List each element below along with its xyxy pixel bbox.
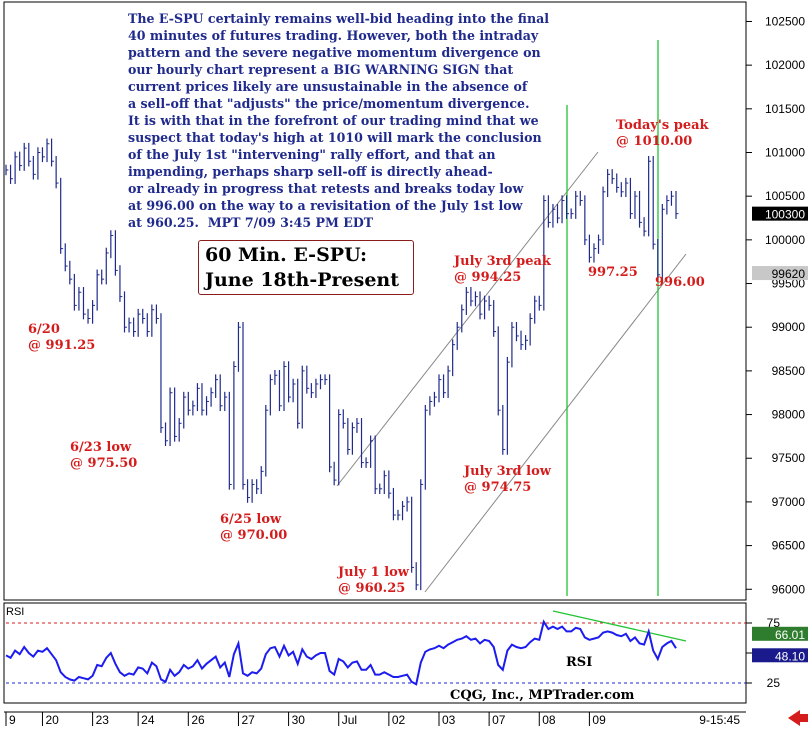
rsi-value-box [752, 626, 808, 641]
price-tick-label: 102000 [765, 58, 805, 72]
commentary-text: The E-SPU certainly remains well-bid hea… [128, 11, 550, 230]
chart-title-line1: 60 Min. E-SPU: [205, 244, 367, 266]
trend-channel-line [424, 253, 687, 593]
annotation-6-20: 6/20 @ 991.25 [28, 322, 96, 353]
annotation-996-00: 996.00 [655, 275, 705, 290]
annotation-6-25-low: 6/25 low @ 970.00 [220, 512, 288, 543]
rsi-panel-title: RSI [6, 606, 24, 618]
rsi-divergence-line [552, 610, 687, 642]
price-panel-frame [3, 1, 747, 601]
annotation-6-23-low: 6/23 low @ 975.50 [70, 440, 138, 471]
x-tick-label: 27 [241, 713, 255, 727]
rsi-inline-label: RSI [566, 655, 592, 670]
annotation-todays-peak: Today's peak @ 1010.00 [616, 118, 709, 149]
x-tick-label: Jul [342, 713, 357, 727]
credit-text: CQG, Inc., MPTrader.com [450, 688, 635, 703]
chart-title-line2: June 18th-Present [205, 269, 399, 291]
price-tick-label: 98500 [772, 364, 806, 378]
price-tick-label: 97000 [772, 495, 806, 509]
price-tick-label: 100000 [765, 233, 805, 247]
price-tick-label: 100500 [765, 189, 805, 203]
rsi-value-label: 66.01 [775, 628, 805, 642]
x-tick-label: 03 [442, 713, 456, 727]
x-tick-label: 26 [191, 713, 205, 727]
current-price-label: 100300 [765, 208, 805, 222]
current-price-box [752, 206, 808, 221]
annotation-997-25: 997.25 [588, 265, 638, 280]
x-tick-label: 07 [492, 713, 506, 727]
trend-channel-line [336, 151, 599, 487]
price-tick-label: 96000 [772, 582, 806, 596]
chart-title-box: 60 Min. E-SPU: June 18th-Present [198, 240, 414, 295]
annotation-july-3rd-peak: July 3rd peak @ 994.25 [454, 254, 551, 285]
price-tick-label: 96500 [772, 539, 806, 553]
price-tick-label: 101500 [765, 102, 805, 116]
price-tick-label: 98000 [772, 408, 806, 422]
x-tick-label: 9 [9, 713, 16, 727]
scroll-arrow-icon [788, 710, 808, 726]
rsi-value-label: 48.10 [775, 649, 805, 663]
marker-price-label: 99620 [772, 267, 806, 281]
rsi-tick-label: 25 [767, 676, 781, 690]
x-tick-label: 08 [542, 713, 556, 727]
marker-price-box [752, 266, 808, 281]
x-tick-label: 23 [96, 713, 110, 727]
annotation-july-1-low: July 1 low @ 960.25 [338, 565, 409, 596]
price-tick-label: 101000 [765, 146, 805, 160]
price-tick-label: 99000 [772, 320, 806, 334]
rsi-line [5, 619, 677, 686]
annotation-july-3rd-low: July 3rd low @ 974.75 [464, 464, 551, 495]
time-readout: 9-15:45 [699, 713, 740, 727]
rsi-value-box [752, 648, 808, 663]
x-tick-label: 30 [292, 713, 306, 727]
x-tick-label: 24 [141, 713, 155, 727]
rsi-tick-label: 75 [767, 616, 781, 630]
price-tick-label: 102500 [765, 14, 805, 28]
x-tick-label: 20 [45, 713, 59, 727]
x-tick-label: 02 [392, 713, 406, 727]
x-tick-label: 09 [592, 713, 606, 727]
price-tick-label: 97500 [772, 451, 806, 465]
